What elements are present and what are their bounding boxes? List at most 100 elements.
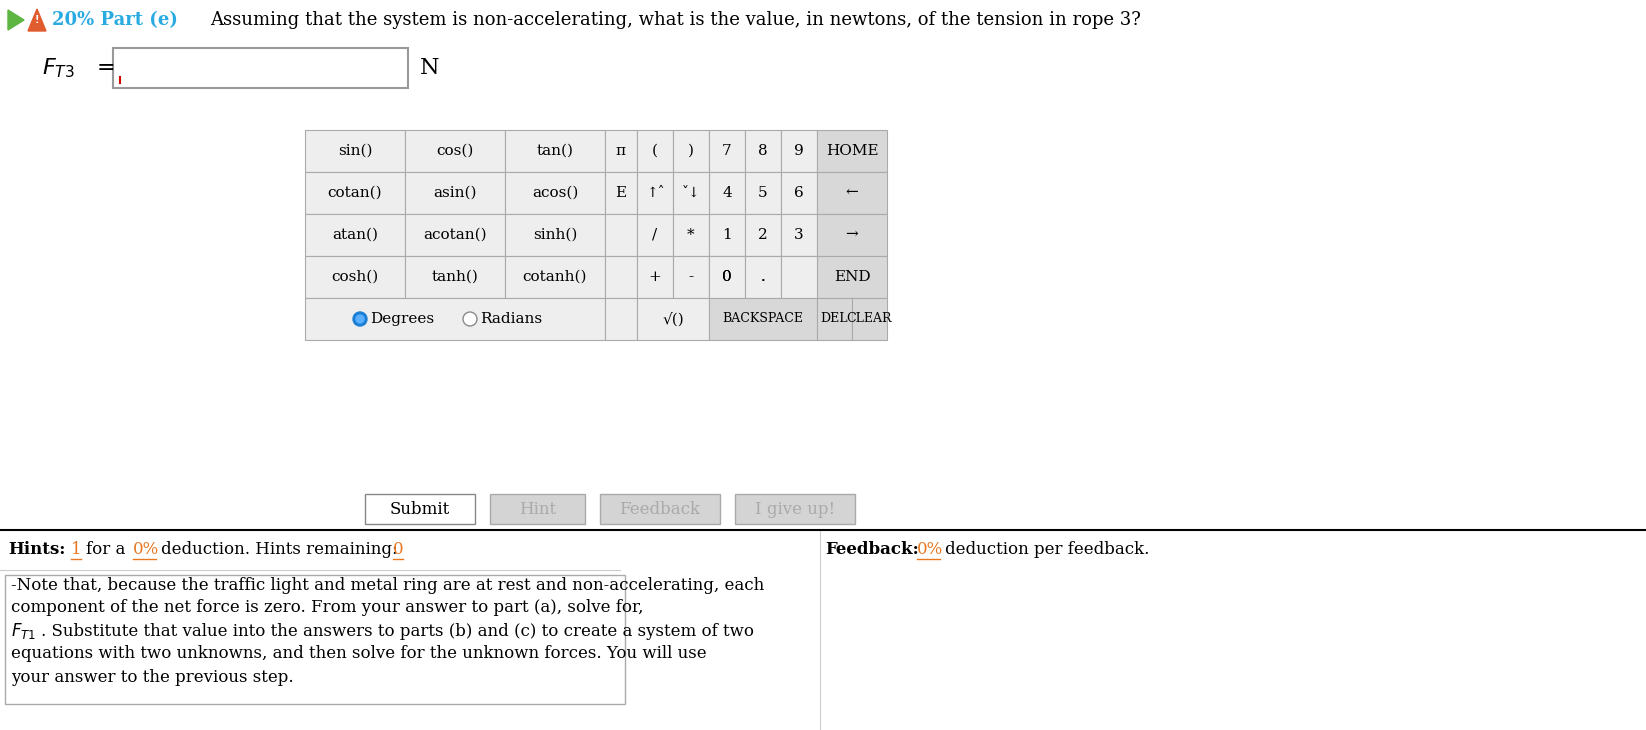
Text: equations with two unknowns, and then solve for the unknown forces. You will use: equations with two unknowns, and then so… [12, 645, 706, 663]
Text: deduction. Hints remaining:: deduction. Hints remaining: [161, 542, 398, 558]
FancyBboxPatch shape [606, 256, 637, 298]
Text: acos(): acos() [532, 186, 578, 200]
FancyBboxPatch shape [637, 256, 673, 298]
FancyBboxPatch shape [780, 256, 816, 298]
Text: 1: 1 [723, 228, 732, 242]
Text: 6: 6 [793, 186, 803, 200]
Circle shape [352, 312, 367, 326]
Text: *: * [686, 228, 695, 242]
Text: ↑ˆ: ↑ˆ [645, 186, 665, 200]
Text: π: π [616, 144, 625, 158]
Text: .: . [760, 270, 765, 284]
Text: 9: 9 [793, 144, 803, 158]
FancyBboxPatch shape [780, 172, 816, 214]
Text: 0%: 0% [917, 542, 943, 558]
Text: -: - [688, 270, 693, 284]
Text: 7: 7 [723, 144, 732, 158]
Text: $F_{T3}$: $F_{T3}$ [43, 56, 74, 80]
Text: 1: 1 [71, 542, 82, 558]
Text: $F_{T1}$: $F_{T1}$ [12, 621, 36, 641]
Text: component of the net force is zero. From your answer to part (a), solve for,: component of the net force is zero. From… [12, 599, 644, 617]
Text: /: / [652, 228, 657, 242]
FancyBboxPatch shape [305, 172, 405, 214]
Text: Submit: Submit [390, 501, 449, 518]
Text: =: = [97, 57, 115, 79]
Text: 4: 4 [723, 186, 732, 200]
Text: Feedback: Feedback [619, 501, 701, 518]
Text: 3: 3 [793, 228, 803, 242]
Text: acotan(): acotan() [423, 228, 487, 242]
FancyBboxPatch shape [709, 298, 816, 340]
FancyBboxPatch shape [491, 494, 584, 524]
Text: END: END [833, 270, 871, 284]
FancyBboxPatch shape [780, 214, 816, 256]
Text: DEL: DEL [821, 312, 848, 326]
Text: sin(): sin() [337, 144, 372, 158]
FancyBboxPatch shape [746, 172, 780, 214]
Text: ): ) [688, 144, 695, 158]
FancyBboxPatch shape [606, 214, 637, 256]
Text: →: → [846, 228, 858, 242]
Text: cosh(): cosh() [331, 270, 379, 284]
FancyBboxPatch shape [746, 214, 780, 256]
Circle shape [356, 315, 364, 323]
FancyBboxPatch shape [853, 298, 887, 340]
FancyBboxPatch shape [637, 298, 709, 340]
FancyBboxPatch shape [505, 130, 606, 172]
FancyBboxPatch shape [305, 130, 405, 172]
FancyBboxPatch shape [746, 256, 780, 298]
Text: Hints:: Hints: [8, 542, 66, 558]
FancyBboxPatch shape [780, 130, 816, 172]
FancyBboxPatch shape [405, 256, 505, 298]
FancyBboxPatch shape [405, 172, 505, 214]
Text: ˇ↓: ˇ↓ [681, 186, 700, 200]
Text: asin(): asin() [433, 186, 477, 200]
FancyBboxPatch shape [505, 214, 606, 256]
Text: +: + [649, 270, 662, 284]
FancyBboxPatch shape [606, 172, 637, 214]
FancyBboxPatch shape [709, 256, 746, 298]
Text: CLEAR: CLEAR [846, 312, 892, 326]
Text: .: . [760, 270, 765, 284]
FancyBboxPatch shape [746, 130, 780, 172]
Text: (: ( [652, 144, 658, 158]
FancyBboxPatch shape [816, 130, 887, 172]
Text: cotan(): cotan() [328, 186, 382, 200]
Text: 0: 0 [393, 542, 403, 558]
FancyBboxPatch shape [601, 494, 719, 524]
Text: 20% Part (e): 20% Part (e) [53, 11, 178, 29]
Text: cos(): cos() [436, 144, 474, 158]
FancyBboxPatch shape [816, 214, 887, 256]
FancyBboxPatch shape [637, 130, 673, 172]
FancyBboxPatch shape [405, 130, 505, 172]
Text: sinh(): sinh() [533, 228, 578, 242]
FancyBboxPatch shape [709, 256, 746, 298]
Text: Degrees: Degrees [370, 312, 435, 326]
FancyBboxPatch shape [637, 172, 673, 214]
Text: Hint: Hint [518, 501, 556, 518]
FancyBboxPatch shape [736, 494, 854, 524]
Text: atan(): atan() [332, 228, 379, 242]
FancyBboxPatch shape [746, 256, 780, 298]
Text: N: N [420, 57, 439, 79]
FancyBboxPatch shape [709, 214, 746, 256]
Text: I give up!: I give up! [756, 501, 835, 518]
FancyBboxPatch shape [816, 172, 887, 214]
FancyBboxPatch shape [505, 172, 606, 214]
Text: E: E [616, 186, 627, 200]
FancyBboxPatch shape [365, 494, 476, 524]
FancyBboxPatch shape [673, 214, 709, 256]
Text: HOME: HOME [826, 144, 879, 158]
FancyBboxPatch shape [305, 256, 405, 298]
Text: Radians: Radians [481, 312, 542, 326]
Text: ←: ← [846, 186, 858, 200]
Polygon shape [8, 10, 25, 30]
Text: 2: 2 [759, 228, 769, 242]
Text: 0: 0 [723, 270, 732, 284]
Text: 0: 0 [723, 270, 732, 284]
Text: BACKSPACE: BACKSPACE [723, 312, 803, 326]
Text: tan(): tan() [537, 144, 573, 158]
Text: Feedback:: Feedback: [825, 542, 918, 558]
FancyBboxPatch shape [5, 575, 625, 704]
Text: cotanh(): cotanh() [523, 270, 588, 284]
